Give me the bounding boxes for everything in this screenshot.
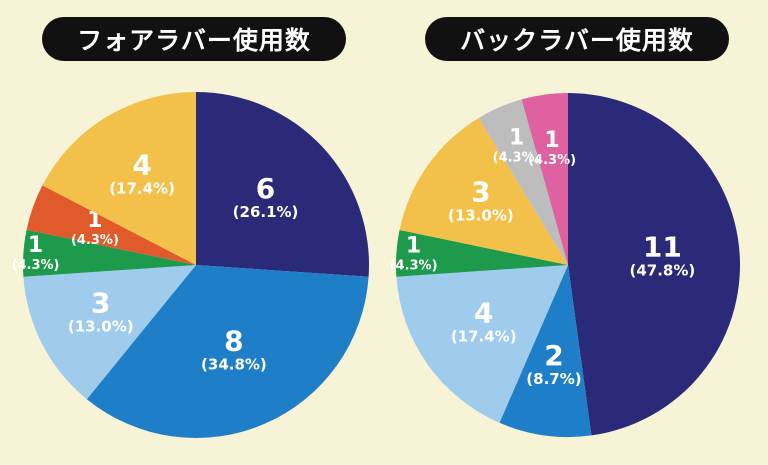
bh-slice-1-percent-label: (8.7%) (526, 370, 581, 388)
fh-slice-2 (23, 265, 196, 400)
fh-slice-2-percent-label: (13.0%) (68, 317, 134, 335)
forehand-chart-title: フォアラバー使用数 (42, 17, 346, 61)
bh-slice-3-percent-label: (4.3%) (390, 258, 438, 273)
fh-slice-4-percent-label: (4.3%) (71, 233, 119, 248)
bh-slice-6-count-label: 1 (544, 128, 559, 153)
bh-slice-4 (399, 118, 568, 266)
fh-slice-3-count-label: 1 (28, 233, 43, 258)
bh-slice-0-percent-label: (47.8%) (630, 262, 696, 280)
fh-slice-5-percent-label: (17.4%) (109, 179, 175, 197)
backhand-pie: 11(47.8%)2(8.7%)4(17.4%)1(4.3%)3(13.0%)1… (390, 93, 740, 437)
bh-slice-3-count-label: 1 (406, 233, 421, 258)
bh-slice-4-percent-label: (13.0%) (448, 207, 514, 225)
fh-slice-2-count-label: 3 (91, 286, 110, 319)
bh-slice-6-percent-label: (4.3%) (528, 153, 576, 168)
fh-slice-5 (42, 92, 196, 265)
fh-slice-1 (86, 265, 369, 438)
bh-slice-2-count-label: 4 (474, 297, 493, 330)
bh-slice-2 (396, 265, 568, 423)
bh-slice-2-percent-label: (17.4%) (451, 328, 517, 346)
fh-slice-3 (22, 229, 196, 277)
bh-slice-1-count-label: 2 (544, 339, 563, 372)
bh-slice-6 (521, 93, 568, 265)
bh-slice-0-count-label: 11 (643, 231, 682, 264)
fh-slice-5-count-label: 4 (132, 148, 151, 181)
bh-slice-4-count-label: 3 (471, 176, 490, 209)
fh-slice-0-count-label: 6 (256, 172, 275, 205)
fh-slice-0-percent-label: (26.1%) (233, 203, 299, 221)
fh-slice-1-percent-label: (34.8%) (201, 355, 267, 373)
fh-slice-0 (196, 92, 370, 277)
fh-slice-3-percent-label: (4.3%) (12, 258, 60, 273)
bh-slice-5-percent-label: (4.3%) (493, 151, 541, 166)
forehand-pie: 6(26.1%)8(34.8%)3(13.0%)1(4.3%)1(4.3%)4(… (12, 92, 370, 438)
fh-slice-1-count-label: 8 (224, 324, 243, 357)
fh-slice-4 (26, 185, 196, 265)
backhand-chart-title: バックラバー使用数 (425, 17, 729, 61)
bh-slice-5-count-label: 1 (509, 126, 524, 151)
bh-slice-3 (395, 230, 568, 277)
bh-slice-0 (568, 93, 740, 436)
bh-slice-5 (478, 99, 568, 265)
bh-slice-1 (499, 265, 592, 437)
